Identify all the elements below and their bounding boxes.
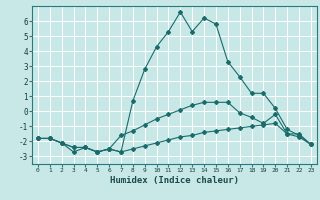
X-axis label: Humidex (Indice chaleur): Humidex (Indice chaleur) <box>110 176 239 185</box>
